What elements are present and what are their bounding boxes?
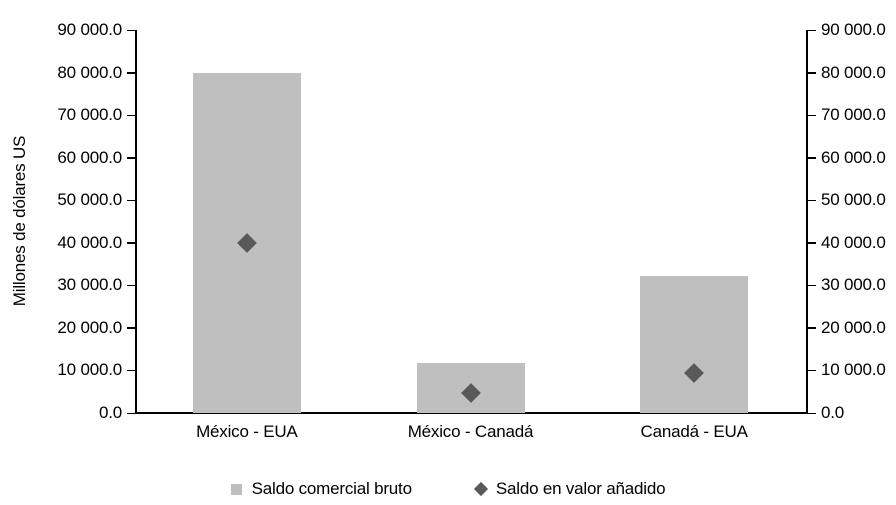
y-tick-label-right: 40 000.0: [821, 232, 886, 252]
y-tick-mark-right: [807, 369, 816, 372]
y-tick-mark-left: [127, 157, 135, 159]
y-tick-label-right: 50 000.0: [821, 190, 886, 210]
y-tick-label-right: 0.0: [821, 403, 845, 422]
y-tick-mark-left: [127, 242, 135, 244]
legend-item-2: Saldo en valor añadido: [473, 479, 666, 499]
y-tick-label-right: 80 000.0: [821, 62, 886, 82]
y-tick-label-left: 80 000.0: [57, 62, 122, 82]
y-tick-mark-right: [807, 72, 816, 74]
y-tick-mark-right: [807, 284, 816, 287]
y-tick-mark-right: [807, 412, 816, 414]
y-tick-label-left: 90 000.0: [57, 20, 122, 39]
legend-label: Saldo comercial bruto: [251, 479, 412, 498]
y-tick-label-left: 60 000.0: [57, 147, 122, 167]
y-tick-mark-left: [127, 412, 135, 414]
y-tick-mark-left: [127, 72, 135, 74]
x-axis-line: [135, 412, 808, 414]
y-tick-mark-right: [807, 29, 816, 31]
legend: Saldo comercial bruto Saldo en valor añad…: [0, 477, 896, 501]
bar-3: [640, 275, 749, 413]
y-tick-mark-right: [807, 199, 816, 202]
y-tick-label-left: 30 000.0: [57, 275, 122, 295]
y-tick-label-right: 70 000.0: [821, 105, 886, 125]
y-tick-mark-right: [807, 157, 816, 159]
y-tick-mark-left: [127, 327, 135, 329]
x-category-label: México - EUA: [196, 422, 298, 441]
legend-item-1: Saldo comercial bruto: [230, 479, 412, 499]
y-tick-label-right: 30 000.0: [821, 275, 886, 295]
y-tick-label-right: 60 000.0: [821, 147, 886, 167]
y-tick-label-left: 20 000.0: [57, 317, 122, 337]
y-tick-label-left: 0.0: [98, 403, 122, 422]
y-tick-label-left: 10 000.0: [57, 360, 122, 380]
y-tick-label-left: 50 000.0: [57, 190, 122, 210]
y-tick-mark-left: [127, 29, 135, 31]
y-tick-mark-right: [807, 242, 816, 244]
y-tick-mark-left: [127, 369, 135, 372]
y-tick-mark-left: [127, 284, 135, 287]
y-tick-label-left: 70 000.0: [57, 105, 122, 125]
y-tick-label-right: 10 000.0: [821, 360, 886, 380]
y-tick-label-right: 20 000.0: [821, 317, 886, 337]
y-axis-line-right: [806, 30, 808, 413]
y-tick-label-left: 40 000.0: [57, 232, 122, 252]
y-axis-line-left: [135, 30, 137, 413]
legend-diamond-icon: [473, 481, 488, 497]
y-tick-label-right: 90 000.0: [821, 20, 886, 39]
y-tick-mark-left: [127, 199, 135, 202]
x-category-label: México - Canadá: [407, 422, 534, 441]
legend-label: Saldo en valor añadido: [495, 479, 666, 498]
y-tick-mark-right: [807, 327, 816, 329]
legend-square-icon: [230, 483, 242, 495]
x-category-label: Canadá - EUA: [640, 422, 748, 441]
y-tick-mark-left: [127, 114, 135, 117]
y-tick-mark-right: [807, 114, 816, 117]
